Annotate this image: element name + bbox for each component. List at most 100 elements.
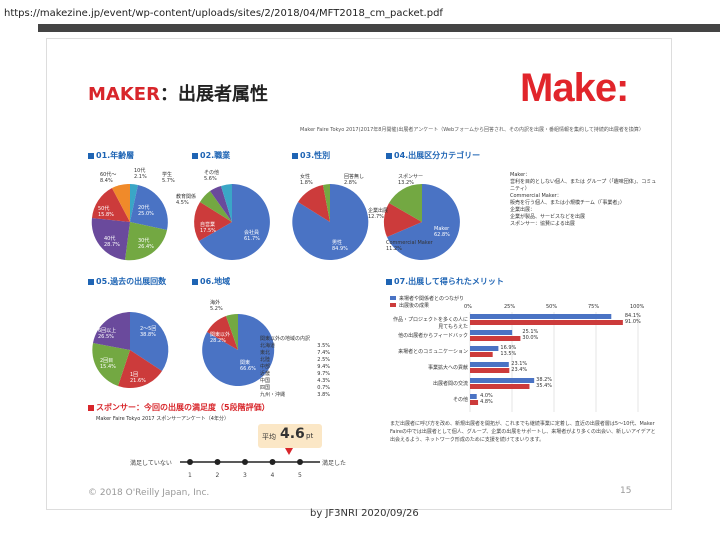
axis-tick: 75% — [588, 304, 600, 310]
merit-bar-2 — [470, 352, 493, 357]
merit-bar-1 — [470, 394, 477, 399]
merit-row-label: 来場者とのコミュニケーション — [398, 349, 468, 355]
legend-item: 来場者や関係者とのつながり — [390, 296, 464, 303]
scale-tick-label: 5 — [298, 472, 302, 479]
scale-dot — [242, 459, 248, 465]
merit-value-label: 4.0% 4.8% — [480, 393, 493, 405]
job-label-education: 教育関係 4.5% — [176, 194, 197, 206]
category-label-maker: Maker 62.8% — [434, 226, 450, 238]
pie-gender — [292, 183, 369, 260]
pie-slice — [112, 183, 130, 222]
count-label-6plus: 6回以上 26.5% — [98, 328, 117, 340]
table-row: 中国 4.3% — [260, 378, 330, 384]
age-label-60s: 60代〜 8.4% — [100, 172, 117, 184]
section-merit: 07.出展して得られたメリット — [386, 276, 504, 287]
pie-job — [194, 184, 270, 260]
scale-dot — [297, 459, 303, 465]
pie-slice — [194, 202, 232, 241]
age-label-40s: 40代 28.7% — [104, 236, 120, 248]
axis-tick: 25% — [504, 304, 516, 310]
merit-value-label: 25.1% 30.0% — [522, 329, 539, 341]
scale-low-label: 満足していない — [130, 460, 172, 467]
merit-bars — [470, 314, 623, 405]
table-row: 九州・沖縄 3.8% — [260, 392, 330, 398]
region-label-kanto: 関東 66.6% — [240, 360, 256, 372]
pie-slice — [202, 313, 275, 386]
merit-row-label: 事業拡大への貢献 — [427, 365, 468, 371]
scale-tick-label: 1 — [188, 472, 192, 479]
page-number: 15 — [620, 486, 632, 496]
count-label-1st: 1回 21.6% — [130, 372, 146, 384]
pie-slice — [207, 316, 238, 350]
summary-note: まだ出展者に呼び方を改め、新規出展者を開拓が、これまでも継続事業に定着し、直近の… — [390, 421, 656, 443]
section-age: 01.年齢層 — [88, 150, 134, 161]
merit-bar-2 — [470, 400, 479, 405]
job-label-employee: 会社員 61.7% — [244, 230, 260, 242]
axis-tick: 50% — [546, 304, 558, 310]
pie-slice — [292, 183, 369, 260]
pie-slice — [92, 188, 130, 222]
count-label-2nd: 2回目 15.4% — [100, 358, 116, 370]
average-badge: 平均 4.6 pt — [258, 424, 322, 448]
gender-label-female: 女性 1.8% — [300, 174, 313, 186]
scale-high-label: 満足した — [322, 460, 347, 467]
table-row: 中部 9.4% — [260, 364, 330, 370]
pie-slice — [199, 184, 270, 260]
region-label-other: 関東以外 28.2% — [210, 332, 231, 344]
average-label: 平均 — [262, 433, 276, 441]
age-label-10s: 10代 2.1% — [134, 168, 147, 180]
pie-slice — [91, 218, 130, 260]
pie-slice — [210, 186, 232, 222]
pie-slice — [387, 184, 460, 260]
merit-bar-1 — [470, 362, 509, 367]
job-label-other: その他 5.6% — [204, 170, 220, 182]
merit-bar-1 — [470, 378, 535, 383]
table-row: 近畿 9.7% — [260, 371, 330, 377]
pie-slice — [92, 343, 130, 386]
table-row: 北陸 2.5% — [260, 357, 330, 363]
pie-slice — [226, 313, 238, 350]
merit-row-label: その他 — [452, 397, 468, 403]
table-row: 東北 7.4% — [260, 350, 330, 356]
sponsor-survey-note: Maker Faire Tokyo 2017 スポンサーアンケート（4年分） — [96, 416, 229, 422]
job-label-student: 学生 5.7% — [162, 172, 175, 184]
scale-tick-label: 2 — [215, 472, 220, 479]
pie-slice — [130, 184, 138, 222]
merit-value-label: 23.1% 23.4% — [511, 361, 528, 373]
table-row: 四国 0.7% — [260, 385, 330, 391]
section-region: 06.地域 — [192, 276, 230, 287]
job-label-self: 自営業 17.5% — [200, 222, 216, 234]
average-unit: pt — [306, 432, 314, 440]
pie-region — [202, 313, 275, 386]
merit-row-label: 他の出展者からフィードバック — [398, 333, 468, 339]
count-label-2to5: 2〜5回 38.8% — [140, 326, 157, 338]
category-description: Maker： 営利を目的としない個人、または グループ（「趣味団体」、コミュニティ… — [510, 172, 657, 227]
pie-slice — [298, 185, 330, 222]
pie-slice — [389, 183, 422, 222]
pie-age — [91, 183, 168, 261]
table-row: 北海道 3.5% — [260, 343, 330, 349]
merit-bar-2 — [470, 336, 521, 341]
pie-slice — [383, 203, 422, 237]
section-count: 05.過去の出展回数 — [88, 276, 166, 287]
region-table-title: 関東以外の地域の内訳 — [260, 336, 311, 342]
region-label-overseas: 海外 5.2% — [210, 300, 223, 312]
maker-word: MAKER — [88, 84, 160, 105]
merit-value-label: 84.1% 91.0% — [624, 313, 641, 325]
region-table: 関東以外の地域の内訳 北海道 3.5% 東北 7.4% 北陸 2.5% 中部 9.4% … — [260, 336, 330, 399]
pie-slice — [130, 185, 168, 230]
age-label-30s: 30代 26.4% — [138, 238, 154, 250]
merit-bar-1 — [470, 314, 612, 319]
merit-value-label: 38.2% 35.4% — [536, 377, 553, 389]
axis-tick: 0% — [464, 304, 472, 310]
gender-label-male: 男性 84.9% — [332, 240, 348, 252]
merit-bar-1 — [470, 330, 513, 335]
section-sponsor: スポンサー：今回の出展の満足度（5段階評価） — [88, 402, 270, 413]
section-job: 02.職業 — [192, 150, 230, 161]
pie-slice — [221, 184, 232, 222]
scale-dot — [187, 459, 193, 465]
merit-value-label: 16.9% 13.5% — [500, 345, 517, 357]
toolbar-strip — [38, 24, 720, 32]
merit-bar-2 — [470, 384, 530, 389]
footer-credit: by JF3NRI 2020/09/26 — [310, 508, 419, 519]
